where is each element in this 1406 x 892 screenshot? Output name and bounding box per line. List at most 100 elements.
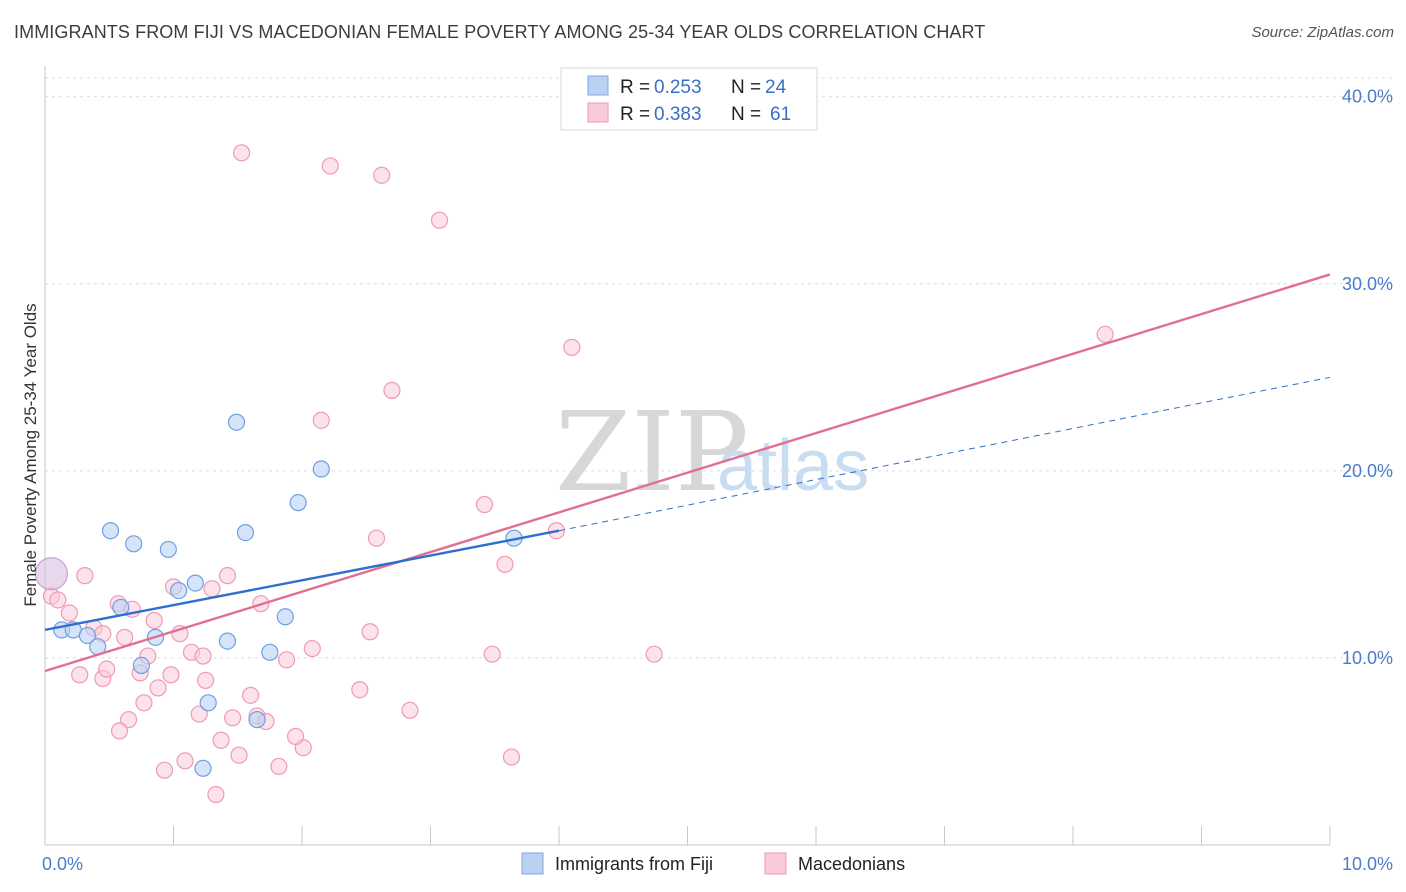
mac-point-48 — [430, 211, 449, 229]
mac-point-29 — [212, 731, 230, 749]
watermark: ZIP atlas — [555, 388, 869, 516]
y-tick-label-3: 40.0% — [1342, 87, 1393, 107]
fiji-point-3 — [78, 626, 97, 645]
fiji-point-19 — [276, 608, 294, 626]
y-tick-label-0: 10.0% — [1342, 648, 1393, 668]
mac-point-50 — [483, 645, 501, 663]
legend-mac-n-value: 61 — [770, 104, 791, 125]
mac-point-22 — [176, 752, 194, 770]
mac-point-46 — [383, 381, 401, 400]
fiji-point-12 — [186, 574, 204, 592]
bottom-legend: Immigrants from Fiji Macedonians — [521, 852, 905, 875]
mac-point-31 — [224, 709, 242, 727]
fiji-point-18 — [261, 643, 279, 661]
legend-mac-r-value: 0.383 — [654, 104, 702, 125]
fiji-point-14 — [218, 632, 237, 650]
fiji-point-11 — [170, 581, 188, 600]
x-tick-label-0: 0.0% — [42, 854, 83, 874]
y-tick-labels: 10.0% 20.0% 30.0% 40.0% — [1342, 87, 1393, 668]
mac-point-57 — [351, 681, 369, 699]
mac-point-25 — [194, 647, 212, 665]
mac-point-28 — [207, 785, 225, 804]
source-label: Source: ZipAtlas.com — [1251, 24, 1394, 41]
mac-point-40 — [303, 639, 321, 658]
mac-trend-line — [44, 273, 1331, 673]
mac-point-19 — [162, 666, 180, 684]
legend-mac-n-label: N = — [731, 104, 761, 125]
fiji-point-5 — [101, 522, 120, 540]
watermark-zip: ZIP — [555, 388, 749, 516]
series-macedonians — [42, 144, 1114, 804]
top-legend: R = 0.253 N = 24 R = 0.383 N = 61 — [560, 67, 818, 131]
mac-point-56 — [1096, 325, 1114, 343]
mac-point-47 — [401, 701, 419, 719]
fiji-point-16 — [236, 523, 255, 542]
legend-fiji-n-label: N = — [731, 77, 761, 98]
fiji-point-13 — [199, 694, 217, 712]
fiji-point-10 — [159, 540, 177, 559]
trendlines — [44, 273, 1331, 673]
mac-point-16 — [145, 611, 163, 630]
mac-point-37 — [270, 757, 288, 776]
x-tick-label-1: 10.0% — [1342, 854, 1393, 874]
fiji-point-21 — [312, 460, 330, 478]
mac-point-33 — [233, 144, 251, 162]
chart-title: IMMIGRANTS FROM FIJI VS MACEDONIAN FEMAL… — [14, 22, 986, 42]
fiji-point-17 — [248, 711, 266, 729]
legend-swatch-mac — [587, 102, 609, 123]
mac-point-11 — [119, 711, 138, 729]
mac-point-3 — [71, 666, 89, 684]
y-tick-label-2: 30.0% — [1342, 274, 1393, 294]
mac-point-17 — [149, 679, 167, 697]
mac-point-2 — [60, 604, 79, 622]
mac-point-18 — [155, 761, 174, 779]
bottom-legend-mac: Macedonians — [798, 854, 905, 874]
mac-point-30 — [218, 567, 237, 585]
bottom-legend-swatch-fiji — [521, 852, 544, 875]
mac-point-24 — [190, 705, 208, 723]
fiji-point-8 — [132, 656, 150, 675]
y-axis-label: Female Poverty Among 25-34 Year Olds — [21, 303, 40, 606]
fiji-point-23 — [194, 759, 212, 777]
fiji-point-15 — [227, 413, 246, 431]
fiji-point-0 — [34, 557, 69, 591]
legend-fiji-n-value: 24 — [765, 77, 787, 98]
mac-point-8 — [98, 660, 116, 678]
y-tick-label-1: 20.0% — [1342, 461, 1393, 481]
legend-fiji-r-label: R = — [620, 77, 650, 98]
mac-point-44 — [367, 529, 386, 547]
mac-point-41 — [312, 411, 330, 429]
legend-swatch-fiji — [587, 75, 609, 96]
mac-point-58 — [286, 727, 305, 746]
mac-point-52 — [502, 748, 521, 766]
mac-point-4 — [76, 567, 94, 585]
watermark-atlas: atlas — [717, 426, 869, 506]
mac-point-45 — [373, 166, 391, 184]
mac-point-59 — [110, 722, 129, 740]
bottom-legend-swatch-mac — [764, 852, 787, 875]
x-tick-labels: 0.0% 10.0% — [42, 854, 1393, 874]
mac-point-26 — [197, 671, 215, 689]
fiji-trend-line — [44, 529, 560, 632]
mac-point-38 — [277, 651, 296, 669]
mac-point-55 — [645, 645, 663, 663]
mac-point-10 — [116, 628, 134, 646]
mac-point-43 — [361, 623, 379, 641]
mac-point-49 — [475, 495, 494, 514]
mac-point-32 — [230, 746, 248, 764]
mac-point-60 — [242, 686, 260, 704]
mac-point-27 — [203, 580, 221, 598]
axes — [44, 66, 1331, 846]
mac-point-14 — [135, 694, 153, 712]
bottom-legend-fiji: Immigrants from Fiji — [555, 854, 713, 874]
mac-point-51 — [496, 555, 514, 573]
fiji-point-20 — [289, 494, 307, 512]
fiji-point-7 — [125, 535, 143, 553]
mac-point-1 — [49, 591, 67, 609]
legend-mac-r-label: R = — [620, 104, 650, 125]
mac-point-54 — [563, 338, 581, 356]
legend-fiji-r-value: 0.253 — [654, 77, 702, 98]
series-immigrants-from-fiji — [34, 413, 523, 777]
gridlines — [45, 77, 1392, 659]
